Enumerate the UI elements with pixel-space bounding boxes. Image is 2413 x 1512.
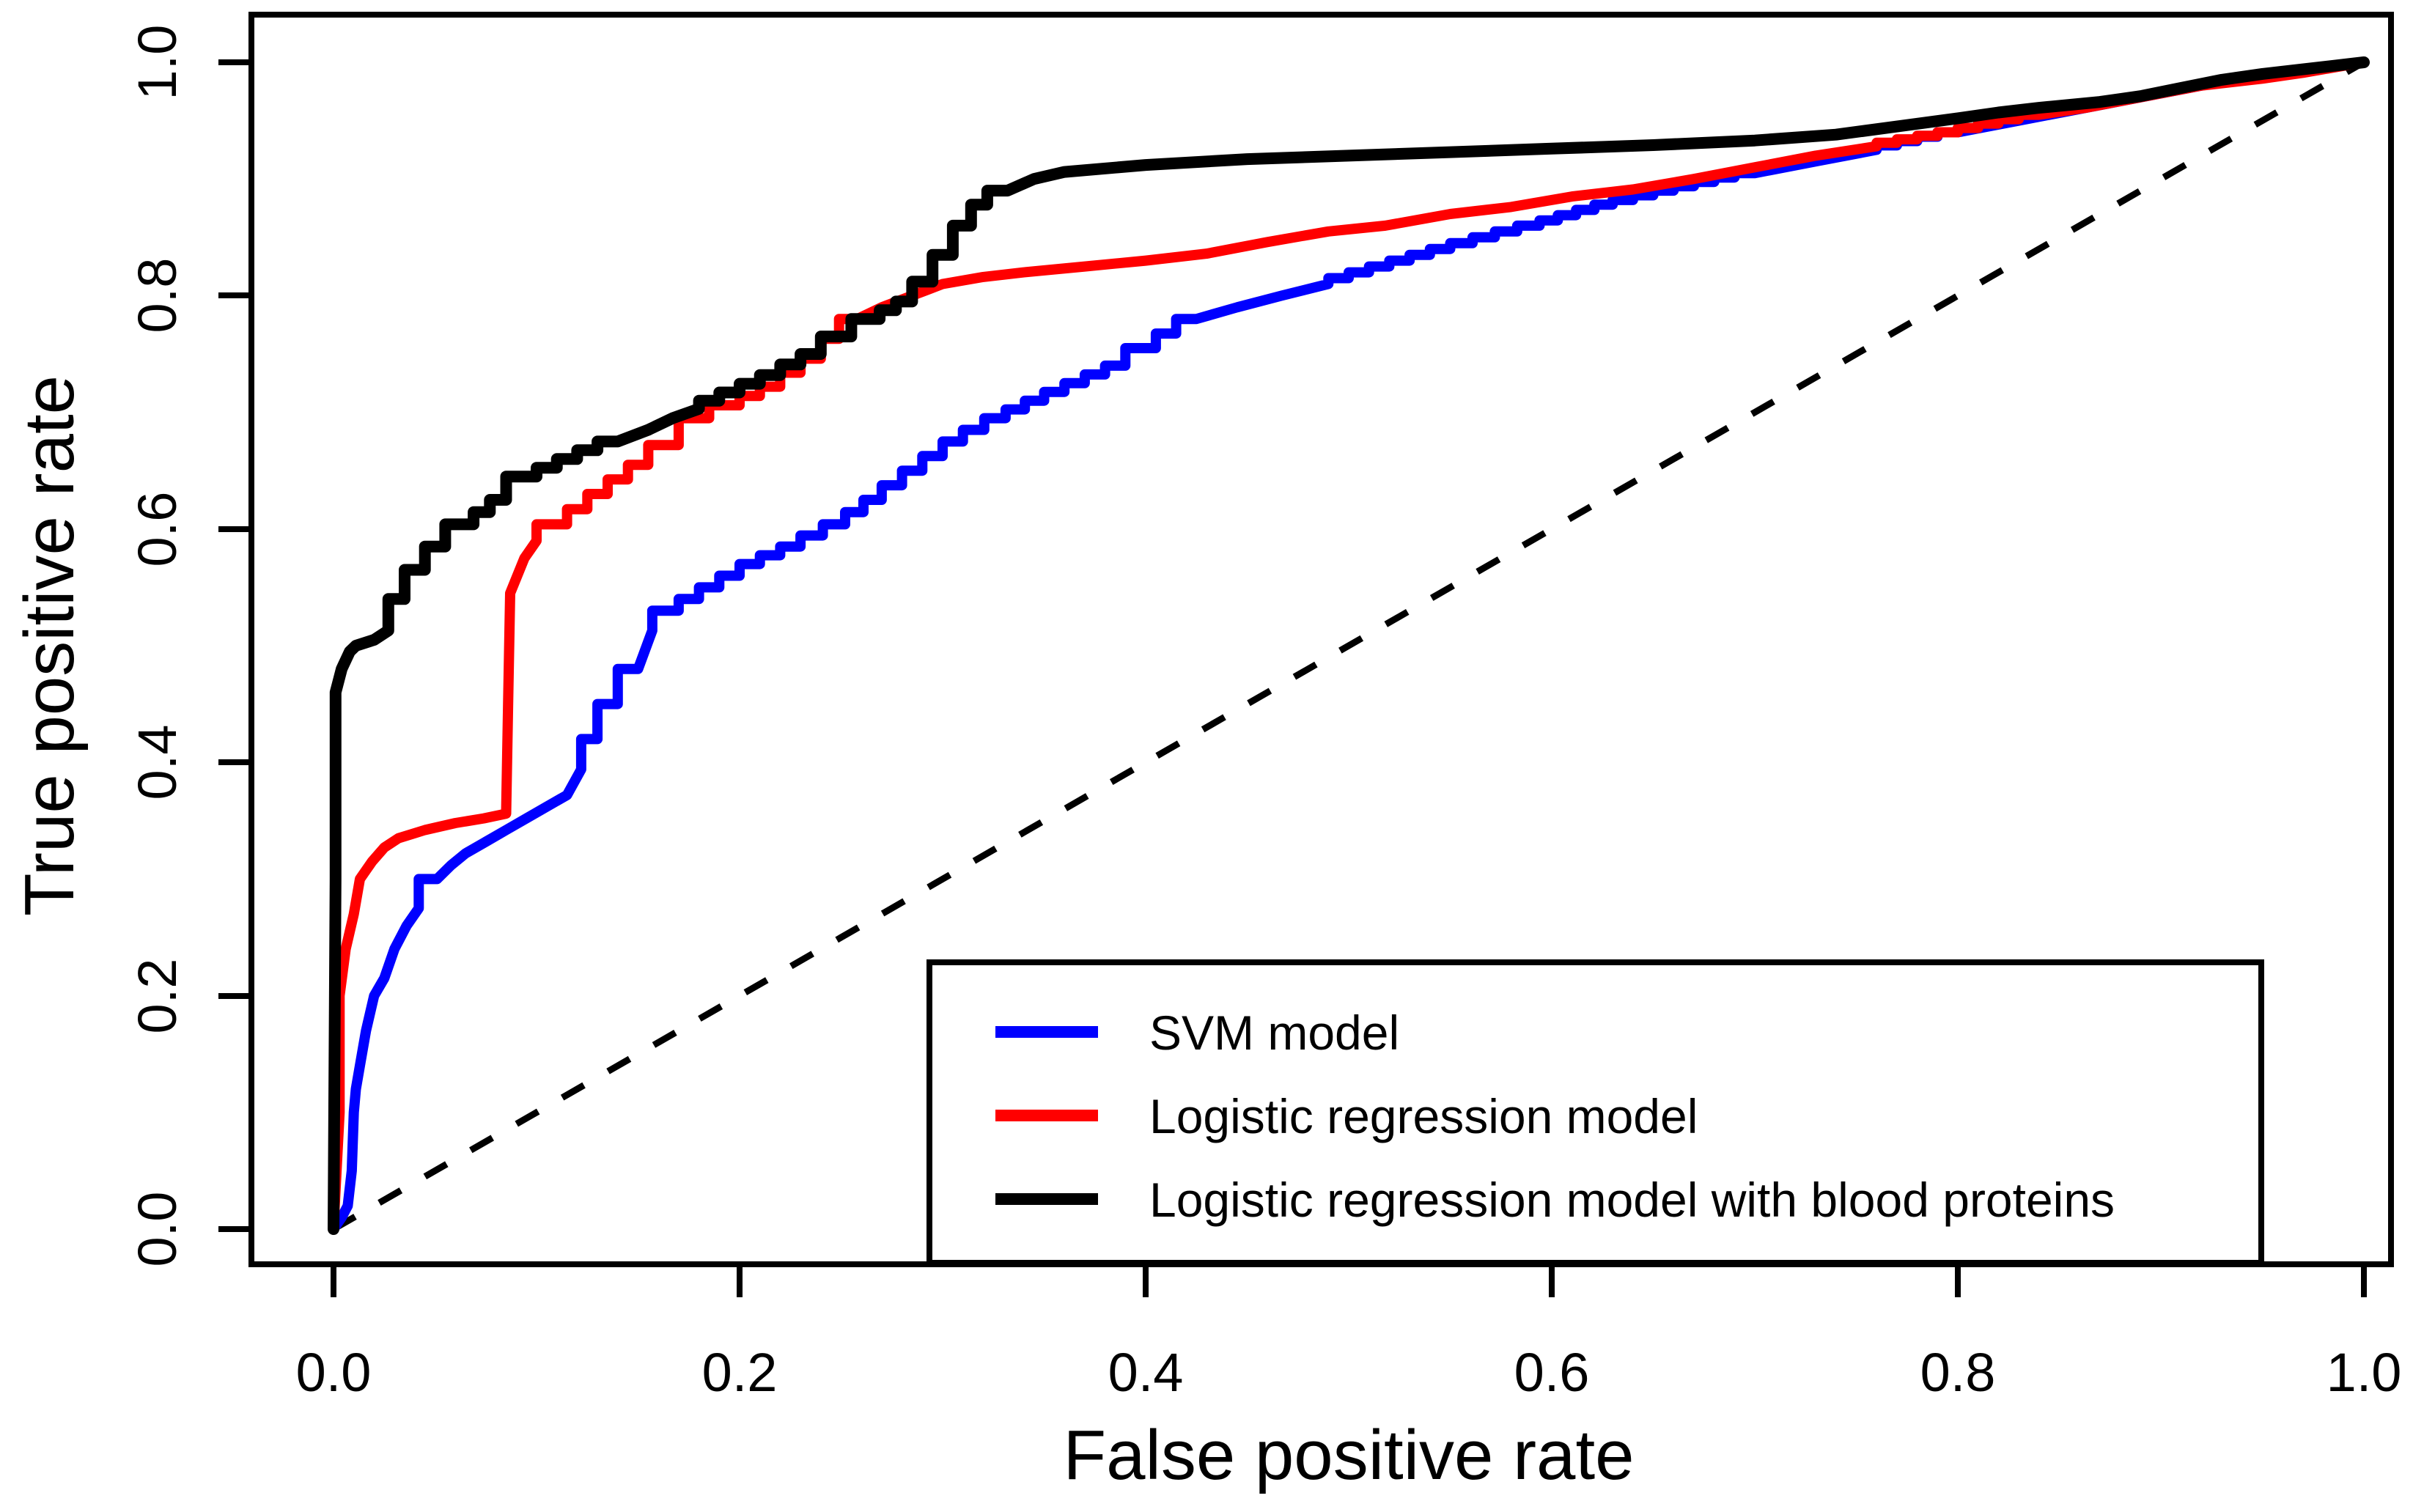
plot-box bbox=[248, 12, 2394, 1267]
legend-box bbox=[926, 959, 2264, 1266]
x-axis-tick-labels: 0.0 0.2 0.4 0.6 0.8 1.0 bbox=[296, 1342, 2402, 1403]
legend-label-blood-proteins: Logistic regression model with blood pro… bbox=[1149, 1173, 2115, 1227]
y-tick-label: 0.6 bbox=[127, 492, 188, 567]
x-tick-label: 0.6 bbox=[1514, 1342, 1590, 1403]
y-tick-label: 0.4 bbox=[127, 725, 188, 800]
x-tick-label: 0.8 bbox=[1920, 1342, 1996, 1403]
y-tick-label: 0.2 bbox=[127, 959, 188, 1034]
y-tick-label: 0.0 bbox=[127, 1192, 188, 1267]
x-tick-label: 0.2 bbox=[702, 1342, 778, 1403]
x-tick-label: 0.4 bbox=[1108, 1342, 1184, 1403]
y-tick-label: 1.0 bbox=[127, 25, 188, 100]
x-axis-title: False positive rate bbox=[1063, 1416, 1634, 1494]
legend-label-svm: SVM model bbox=[1149, 1006, 1399, 1060]
logistic-regression-blood-proteins-roc-curve bbox=[328, 56, 2370, 1235]
y-axis-tick-labels: 0.0 0.2 0.4 0.6 0.8 1.0 bbox=[127, 25, 188, 1267]
y-tick-label: 0.8 bbox=[127, 258, 188, 333]
chance-diagonal-line bbox=[331, 59, 2366, 1232]
x-tick-label: 0.0 bbox=[296, 1342, 372, 1403]
y-axis-ticks bbox=[218, 59, 251, 1232]
svm-roc-curve bbox=[328, 57, 2369, 1234]
y-axis-title: True positive rate bbox=[10, 375, 89, 916]
logistic-regression-roc-curve bbox=[328, 57, 2369, 1234]
legend-label-logistic: Logistic regression model bbox=[1149, 1089, 1698, 1143]
x-axis-ticks bbox=[331, 1264, 2367, 1297]
x-tick-label: 1.0 bbox=[2327, 1342, 2402, 1403]
legend: SVM model Logistic regression model Logi… bbox=[926, 959, 2264, 1266]
